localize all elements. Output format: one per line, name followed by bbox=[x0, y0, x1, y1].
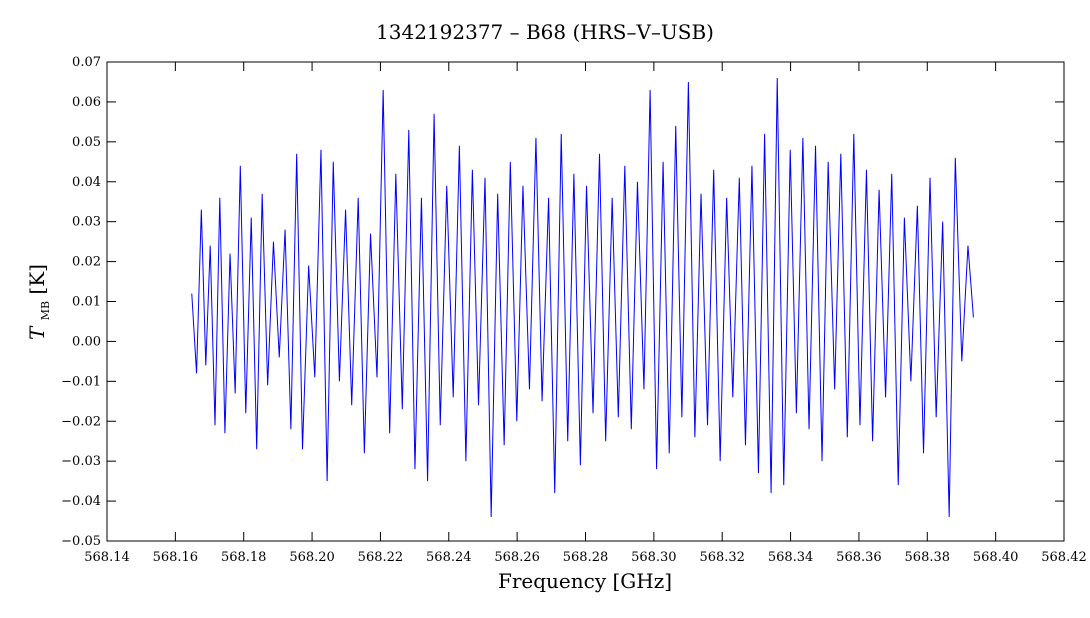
x-tick-label: 568.24 bbox=[426, 550, 472, 565]
x-tick-label: 568.42 bbox=[1041, 550, 1087, 565]
y-axis-label-symbol: T bbox=[25, 325, 49, 340]
y-tick-label: 0.00 bbox=[72, 334, 101, 349]
y-tick-label: −0.01 bbox=[61, 374, 101, 389]
y-axis-label-unit: [K] bbox=[25, 264, 49, 295]
y-tick-label: −0.05 bbox=[61, 534, 101, 549]
x-axis: 568.14 568.16 568.18 568.20 568.22 568.24 568.… bbox=[84, 62, 1087, 565]
y-tick-label: 0.07 bbox=[72, 55, 101, 70]
x-tick-label: 568.28 bbox=[563, 550, 609, 565]
y-tick-label: 0.06 bbox=[72, 95, 101, 110]
x-tick-label: 568.22 bbox=[358, 550, 404, 565]
x-tick-label: 568.36 bbox=[836, 550, 882, 565]
plot-frame bbox=[106, 61, 1065, 542]
y-tick-label: −0.04 bbox=[61, 494, 101, 509]
x-tick-label: 568.18 bbox=[221, 550, 267, 565]
series-line-0 bbox=[191, 77, 974, 518]
x-tick-label: 568.30 bbox=[631, 550, 677, 565]
y-tick-label: 0.01 bbox=[72, 295, 101, 310]
x-tick-label: 568.34 bbox=[768, 550, 814, 565]
chart-title: 1342192377 – B68 (HRS–V–USB) bbox=[376, 20, 714, 44]
x-tick-label: 568.20 bbox=[289, 550, 335, 565]
y-tick-label: 0.04 bbox=[72, 175, 101, 190]
y-tick-label: −0.03 bbox=[61, 454, 101, 469]
x-tick-label: 568.14 bbox=[84, 550, 130, 565]
x-axis-label: Frequency [GHz] bbox=[498, 569, 672, 593]
y-tick-label: 0.03 bbox=[72, 215, 101, 230]
x-tick-label: 568.38 bbox=[905, 550, 951, 565]
y-axis-label: T MB [K] bbox=[25, 264, 54, 340]
x-tick-label: 568.16 bbox=[153, 550, 199, 565]
x-tick-label: 568.26 bbox=[494, 550, 540, 565]
y-tick-label: 0.05 bbox=[72, 135, 101, 150]
y-tick-label: 0.02 bbox=[72, 255, 101, 270]
y-axis-label-subscript: MB bbox=[39, 301, 52, 320]
x-tick-label: 568.40 bbox=[973, 550, 1019, 565]
x-tick-label: 568.32 bbox=[699, 550, 745, 565]
y-axis: −0.05 −0.04 −0.03 −0.02 −0.01 0.00 0.01 0.02 0.0… bbox=[61, 55, 1064, 549]
y-tick-label: −0.02 bbox=[61, 414, 101, 429]
plot-area bbox=[191, 77, 974, 518]
